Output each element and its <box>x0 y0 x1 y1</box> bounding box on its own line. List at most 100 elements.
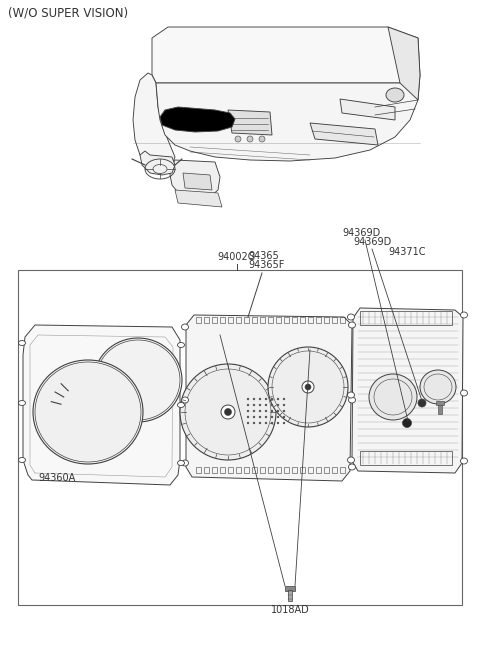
Circle shape <box>221 405 235 419</box>
Bar <box>360 451 452 465</box>
Bar <box>438 404 442 414</box>
Text: (W/O SUPER VISION): (W/O SUPER VISION) <box>8 7 128 20</box>
Ellipse shape <box>181 397 189 403</box>
Circle shape <box>259 416 261 418</box>
Ellipse shape <box>33 360 143 464</box>
Circle shape <box>247 403 249 406</box>
Circle shape <box>265 398 267 400</box>
Polygon shape <box>186 315 352 481</box>
Circle shape <box>271 422 273 424</box>
Text: 94369D: 94369D <box>353 237 391 247</box>
Bar <box>244 467 249 473</box>
Bar <box>252 317 257 323</box>
Text: 94365F: 94365F <box>248 260 284 270</box>
Bar <box>324 317 329 323</box>
Bar <box>204 317 209 323</box>
Bar <box>220 317 225 323</box>
Circle shape <box>418 399 426 407</box>
Circle shape <box>253 422 255 424</box>
Polygon shape <box>352 308 463 473</box>
Bar <box>332 467 337 473</box>
Circle shape <box>283 410 285 412</box>
Polygon shape <box>140 151 175 175</box>
Circle shape <box>253 398 255 400</box>
Bar <box>196 467 201 473</box>
Circle shape <box>265 410 267 412</box>
Bar <box>316 317 321 323</box>
Circle shape <box>259 410 261 412</box>
Circle shape <box>283 398 285 400</box>
Bar <box>308 317 313 323</box>
Text: 94365: 94365 <box>248 251 279 261</box>
Circle shape <box>265 422 267 424</box>
Text: 94369D: 94369D <box>342 228 380 238</box>
Circle shape <box>253 416 255 418</box>
Circle shape <box>247 136 253 142</box>
Bar <box>316 467 321 473</box>
Bar <box>252 467 257 473</box>
Polygon shape <box>152 27 420 83</box>
Circle shape <box>283 416 285 418</box>
Bar <box>260 317 265 323</box>
Circle shape <box>268 347 348 427</box>
Bar <box>204 467 209 473</box>
Circle shape <box>283 403 285 406</box>
Circle shape <box>259 422 261 424</box>
Bar <box>324 467 329 473</box>
Ellipse shape <box>460 390 468 396</box>
Ellipse shape <box>386 88 404 102</box>
Bar <box>292 467 297 473</box>
Circle shape <box>305 384 311 390</box>
Circle shape <box>247 410 249 412</box>
Bar <box>308 467 313 473</box>
Circle shape <box>277 422 279 424</box>
Bar <box>284 317 289 323</box>
Ellipse shape <box>348 397 356 403</box>
Ellipse shape <box>181 460 189 466</box>
Ellipse shape <box>178 460 184 466</box>
Bar <box>236 317 241 323</box>
Text: 1018AD: 1018AD <box>271 605 310 615</box>
Circle shape <box>247 416 249 418</box>
Circle shape <box>271 410 273 412</box>
Ellipse shape <box>19 457 25 462</box>
Ellipse shape <box>178 403 184 407</box>
Bar <box>268 317 273 323</box>
Bar <box>292 317 297 323</box>
Polygon shape <box>388 27 420 100</box>
Circle shape <box>271 416 273 418</box>
Polygon shape <box>228 110 272 135</box>
Bar <box>268 467 273 473</box>
Bar <box>260 467 265 473</box>
Bar <box>340 317 345 323</box>
Bar <box>300 317 305 323</box>
Bar <box>300 467 305 473</box>
Bar <box>276 317 281 323</box>
Ellipse shape <box>181 324 189 330</box>
Circle shape <box>277 403 279 406</box>
Circle shape <box>277 416 279 418</box>
Bar <box>285 586 295 591</box>
Polygon shape <box>310 123 378 145</box>
Ellipse shape <box>420 370 456 404</box>
Ellipse shape <box>460 458 468 464</box>
Bar <box>276 467 281 473</box>
Bar <box>196 317 201 323</box>
Circle shape <box>259 403 261 406</box>
Circle shape <box>265 403 267 406</box>
Ellipse shape <box>178 343 184 348</box>
Polygon shape <box>175 190 222 207</box>
Circle shape <box>271 403 273 406</box>
Polygon shape <box>170 160 220 199</box>
Circle shape <box>259 398 261 400</box>
Bar <box>244 317 249 323</box>
Polygon shape <box>160 107 235 132</box>
Circle shape <box>302 381 314 393</box>
Bar <box>288 590 292 601</box>
Circle shape <box>247 422 249 424</box>
Polygon shape <box>23 325 180 485</box>
Bar <box>228 467 233 473</box>
Circle shape <box>225 409 231 415</box>
Ellipse shape <box>369 374 417 420</box>
Ellipse shape <box>19 400 25 405</box>
